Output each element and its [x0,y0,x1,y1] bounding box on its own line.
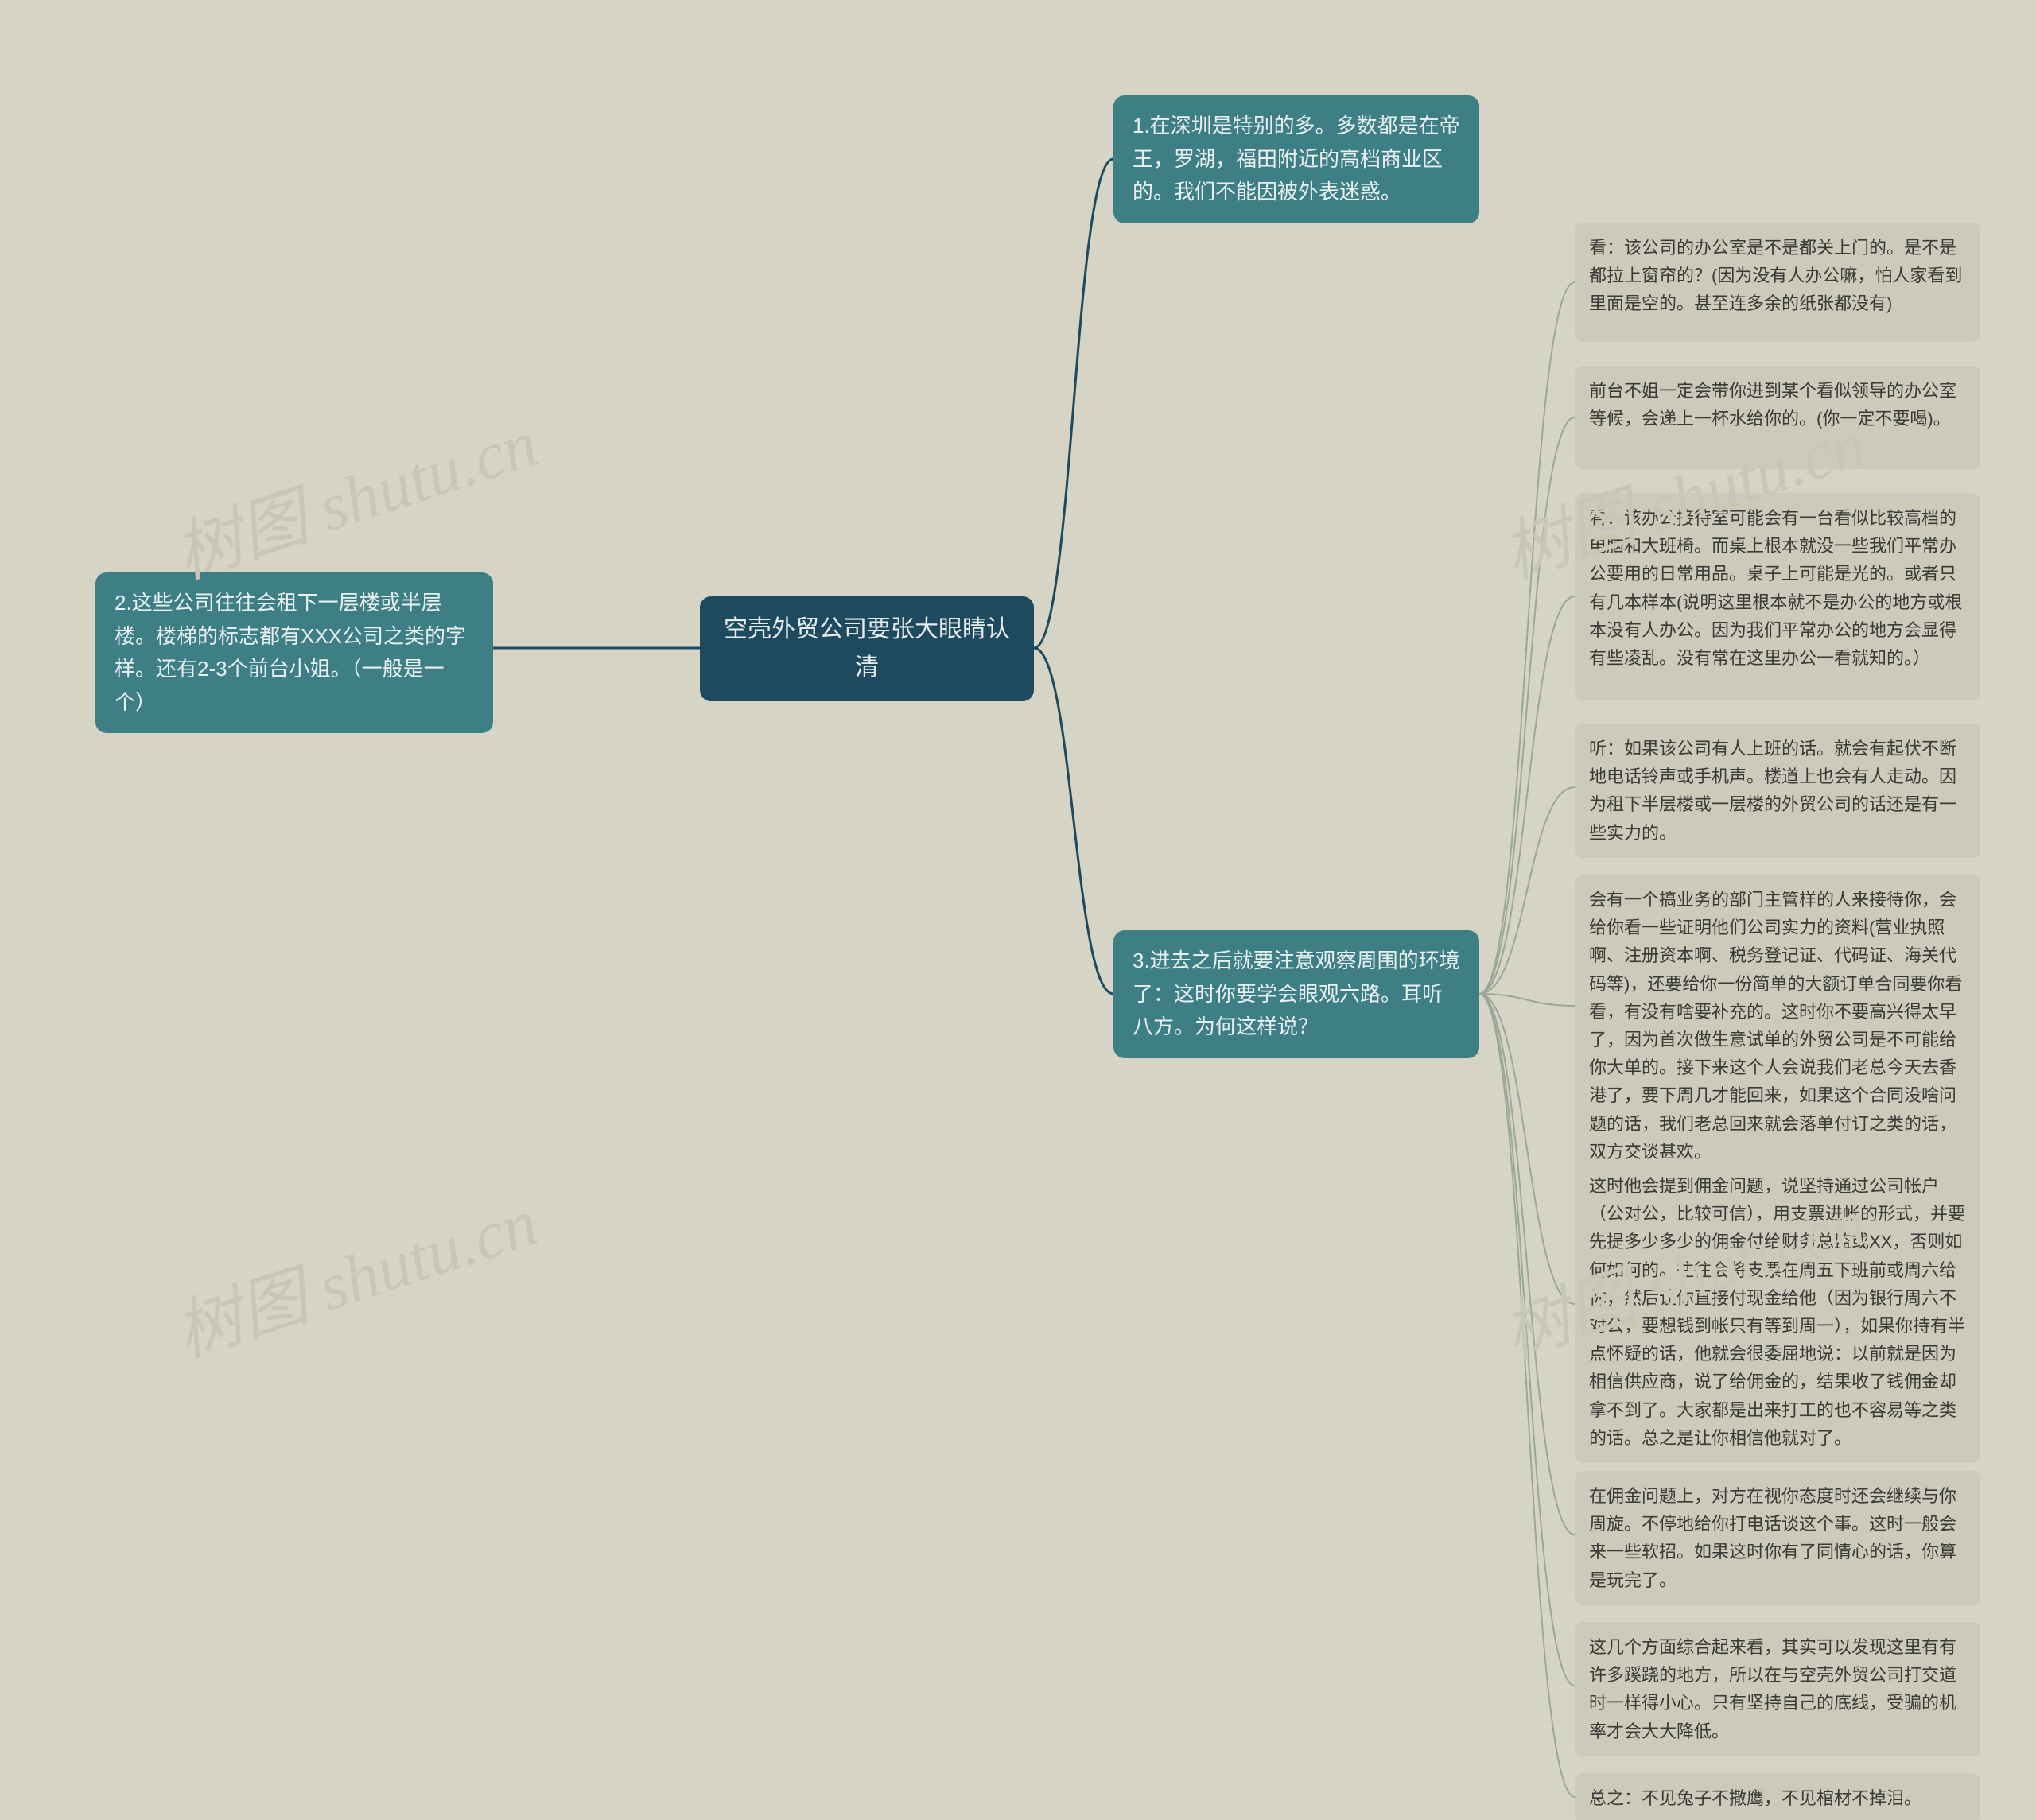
connector [1034,159,1113,648]
branch-node-2: 2.这些公司往往会租下一层楼或半层楼。楼梯的标志都有XXX公司之类的字样。还有2… [95,572,493,733]
connector [1479,787,1575,994]
leaf-node-3-9: 总之：不见兔子不撒鹰，不见棺材不掉泪。 [1575,1773,1980,1820]
leaf-node-3-6: 这时他会提到佣金问题，说坚持通过公司帐户（公对公，比较可信），用支票进帐的形式，… [1575,1161,1980,1463]
leaf-node-3-4: 听：如果该公司有人上班的话。就会有起伏不断地电话铃声或手机声。楼道上也会有人走动… [1575,724,1980,858]
connector [1479,417,1575,994]
mindmap-canvas: 树图 shutu.cn树图 shutu.cn树图 shutu.cn树图 shut… [0,0,2036,1820]
leaf-node-3-2: 前台不姐一定会带你进到某个看似领导的办公室等候，会递上一杯水给你的。(你一定不要… [1575,366,1980,469]
leaf-node-3-5: 会有一个搞业务的部门主管样的人来接待你，会给你看一些证明他们公司实力的资料(营业… [1575,875,1980,1177]
connector [1479,994,1575,1686]
connector [1479,994,1575,1535]
connector [1034,648,1113,994]
branch-node-1: 1.在深圳是特别的多。多数都是在帝王，罗湖，福田附近的高档商业区的。我们不能因被… [1113,95,1479,223]
connector [1479,994,1575,1797]
leaf-node-3-8: 这几个方面综合起来看，其实可以发现这里有有许多蹊跷的地方，所以在与空壳外贸公司打… [1575,1622,1980,1756]
leaf-node-3-7: 在佣金问题上，对方在视你态度时还会继续与你周旋。不停地给你打电话谈这个事。这时一… [1575,1471,1980,1605]
leaf-node-3-3: 看：该办公接待室可能会有一台看似比较高档的电脑和大班椅。而桌上根本就没一些我们平… [1575,493,1980,700]
root-node: 空壳外贸公司要张大眼睛认清 [700,596,1034,701]
leaf-node-3-1: 看：该公司的办公室是不是都关上门的。是不是都拉上窗帘的？(因为没有人办公嘛，怕人… [1575,223,1980,342]
branch-node-3: 3.进去之后就要注意观察周围的环境了：这时你要学会眼观六路。耳听八方。为何这样说… [1113,930,1479,1058]
